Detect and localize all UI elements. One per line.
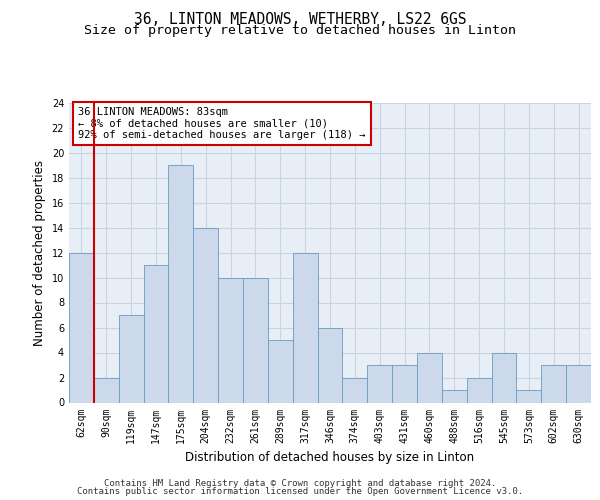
Bar <box>417 352 442 403</box>
Bar <box>343 378 367 402</box>
Text: Contains public sector information licensed under the Open Government Licence v3: Contains public sector information licen… <box>77 488 523 496</box>
Text: Contains HM Land Registry data © Crown copyright and database right 2024.: Contains HM Land Registry data © Crown c… <box>104 478 496 488</box>
Bar <box>69 252 94 402</box>
Bar <box>193 228 218 402</box>
Bar <box>491 352 517 403</box>
Bar <box>119 315 143 402</box>
Bar <box>293 252 317 402</box>
Bar <box>243 278 268 402</box>
Bar <box>268 340 293 402</box>
Bar <box>467 378 491 402</box>
Text: 36, LINTON MEADOWS, WETHERBY, LS22 6GS: 36, LINTON MEADOWS, WETHERBY, LS22 6GS <box>134 12 466 28</box>
Bar <box>367 365 392 403</box>
Text: 36 LINTON MEADOWS: 83sqm
← 8% of detached houses are smaller (10)
92% of semi-de: 36 LINTON MEADOWS: 83sqm ← 8% of detache… <box>78 107 365 140</box>
Bar <box>517 390 541 402</box>
Bar <box>541 365 566 403</box>
Bar <box>94 378 119 402</box>
Y-axis label: Number of detached properties: Number of detached properties <box>33 160 46 346</box>
Bar <box>566 365 591 403</box>
X-axis label: Distribution of detached houses by size in Linton: Distribution of detached houses by size … <box>185 451 475 464</box>
Text: Size of property relative to detached houses in Linton: Size of property relative to detached ho… <box>84 24 516 37</box>
Bar <box>169 165 193 402</box>
Bar <box>317 328 343 402</box>
Bar <box>442 390 467 402</box>
Bar <box>218 278 243 402</box>
Bar <box>392 365 417 403</box>
Bar <box>143 265 169 402</box>
